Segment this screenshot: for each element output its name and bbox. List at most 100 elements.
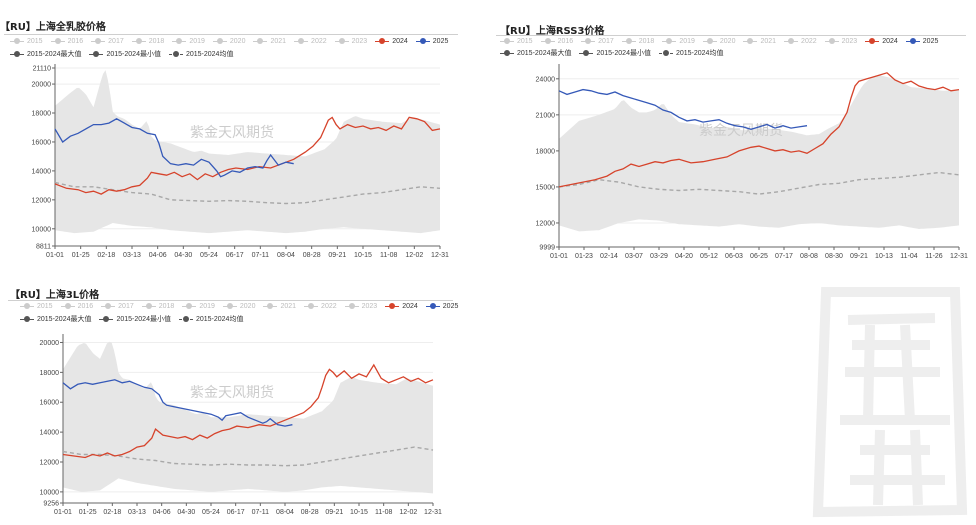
legend-marker-icon <box>500 37 514 45</box>
legend-label: 2019 <box>679 37 695 45</box>
legend-item-2024[interactable]: 2024 <box>375 37 408 45</box>
x-tick-label: 12-02 <box>399 509 417 516</box>
legend-marker-icon <box>702 37 717 45</box>
legend-item-2021[interactable]: 2021 <box>743 37 776 45</box>
legend-label: 2024 <box>402 302 418 310</box>
legend-label: 2022 <box>801 37 817 45</box>
legend-item-2020[interactable]: 2020 <box>222 302 255 310</box>
legend-item-2015[interactable]: 2015 <box>500 37 533 45</box>
legend-item-2025[interactable]: 2025 <box>415 37 448 45</box>
legend-item-2016[interactable]: 2016 <box>60 302 94 310</box>
legend-item-2015-2024最小值[interactable]: 2015-2024最小值 <box>99 314 171 324</box>
legend-item-2022[interactable]: 2022 <box>784 37 817 45</box>
legend-item-2015-2024最大值[interactable]: 2015-2024最大值 <box>500 48 571 58</box>
legend-marker-icon <box>784 37 799 45</box>
legend-years: 2015 2016 2017 2018 2019 2020 2021 2022 2023 2024… <box>20 302 466 310</box>
x-tick-label: 07-11 <box>252 252 269 259</box>
legend-marker-icon <box>540 37 555 45</box>
y-tick-label: 24000 <box>536 76 556 83</box>
legend-item-2017[interactable]: 2017 <box>581 37 614 45</box>
y-tick-label: 9256 <box>43 501 59 508</box>
x-tick-label: 06-03 <box>725 253 743 260</box>
legend-label: 2021 <box>760 37 777 45</box>
legend-marker-icon <box>500 49 514 57</box>
y-tick-label: 18000 <box>32 111 52 118</box>
legend-item-2018[interactable]: 2018 <box>141 302 175 310</box>
legend-item-2017[interactable]: 2017 <box>91 37 124 45</box>
x-tick-label: 11-04 <box>900 253 917 260</box>
legend-item-2019[interactable]: 2019 <box>182 302 215 310</box>
legend-label: 2016 <box>77 302 94 310</box>
legend-item-2015-2024均值[interactable]: 2015-2024均值 <box>178 314 243 324</box>
legend-item-2015-2024均值[interactable]: 2015-2024均值 <box>168 49 233 59</box>
x-tick-label: 11-08 <box>380 252 397 259</box>
legend-marker-icon <box>168 50 183 58</box>
x-tick-label: 09-21 <box>850 253 868 260</box>
y-tick-label: 20000 <box>40 340 60 347</box>
legend-label: 2015-2024最大值 <box>27 51 82 58</box>
legend-item-2015-2024最大值[interactable]: 2015-2024最大值 <box>10 49 81 59</box>
x-tick-label: 08-30 <box>825 253 843 260</box>
legend-item-2015-2024均值[interactable]: 2015-2024均值 <box>658 48 723 58</box>
legend-item-2020[interactable]: 2020 <box>212 37 245 45</box>
legend-label: 2015-2024最大值 <box>37 316 92 323</box>
legend-label: 2023 <box>351 37 368 45</box>
legend-item-2023[interactable]: 2023 <box>824 37 857 45</box>
legend-item-2015[interactable]: 2015 <box>20 302 53 310</box>
x-tick-label: 07-11 <box>252 509 269 516</box>
legend-item-2022[interactable]: 2022 <box>304 302 337 310</box>
x-tick-label: 08-28 <box>303 252 321 259</box>
legend-item-2016[interactable]: 2016 <box>50 37 83 45</box>
legend-marker-icon <box>344 302 359 310</box>
legend-item-2023[interactable]: 2023 <box>344 302 377 310</box>
legend-marker-icon <box>662 37 677 45</box>
legend-item-2018[interactable]: 2018 <box>621 37 654 45</box>
series-line-average <box>558 171 960 195</box>
legend-stats: 2015-2024最大值 2015-2024最小值 2015-2024均值 <box>500 48 731 58</box>
x-tick-label: 12-02 <box>405 252 423 259</box>
legend-marker-icon <box>905 37 920 45</box>
legend-item-2024[interactable]: 2024 <box>385 302 418 310</box>
legend-item-2024[interactable]: 2024 <box>865 37 898 45</box>
legend-item-2018[interactable]: 2018 <box>131 37 164 45</box>
watermark-text: 紫金天风期货 <box>190 124 274 141</box>
y-tick-label: 14000 <box>40 430 60 437</box>
legend-item-2020[interactable]: 2020 <box>702 37 735 45</box>
chart-title: 【RU】上海3L价格 <box>10 290 100 301</box>
chart-title: 【RU】上海RSS3价格 <box>500 26 605 37</box>
legend-item-2015-2024最小值[interactable]: 2015-2024最小值 <box>579 48 651 58</box>
x-tick-label: 08-08 <box>800 253 818 260</box>
legend-item-2019[interactable]: 2019 <box>172 37 205 45</box>
legend-label: 2015 <box>517 37 533 45</box>
legend-item-2022[interactable]: 2022 <box>294 37 327 45</box>
x-tick-label: 12-31 <box>950 253 968 260</box>
legend-item-2015-2024最大值[interactable]: 2015-2024最大值 <box>20 314 91 324</box>
legend-label: 2018 <box>158 302 175 310</box>
x-tick-label: 01-25 <box>79 509 97 516</box>
legend-item-2015[interactable]: 2015 <box>10 37 43 45</box>
x-tick-label: 01-25 <box>72 252 90 259</box>
legend-item-2025[interactable]: 2025 <box>425 302 458 310</box>
legend-item-2015-2024最小值[interactable]: 2015-2024最小值 <box>89 49 161 59</box>
legend-marker-icon <box>10 50 24 58</box>
x-tick-label: 11-26 <box>925 253 942 260</box>
legend-item-2017[interactable]: 2017 <box>101 302 134 310</box>
legend-item-2019[interactable]: 2019 <box>662 37 695 45</box>
x-tick-label: 12-31 <box>424 509 442 516</box>
x-tick-label: 06-17 <box>226 252 244 259</box>
legend-item-2021[interactable]: 2021 <box>253 37 286 45</box>
legend-label: 2019 <box>189 37 205 45</box>
legend-item-2025[interactable]: 2025 <box>905 37 938 45</box>
legend-marker-icon <box>99 315 114 323</box>
legend-marker-icon <box>172 37 187 45</box>
legend-item-2016[interactable]: 2016 <box>540 37 573 45</box>
legend-item-2021[interactable]: 2021 <box>263 302 296 310</box>
x-tick-label: 05-24 <box>202 509 220 516</box>
y-tick-label: 18000 <box>536 148 556 155</box>
x-tick-label: 08-28 <box>301 509 319 516</box>
y-tick-label: 15000 <box>536 184 556 191</box>
x-tick-label: 02-18 <box>97 252 115 259</box>
chart-panel-rss3: 【RU】上海RSS3价格 2015 2016 2017 2018 2019 2020 202… <box>494 0 976 262</box>
x-tick-label: 06-17 <box>227 509 245 516</box>
legend-item-2023[interactable]: 2023 <box>334 37 368 45</box>
